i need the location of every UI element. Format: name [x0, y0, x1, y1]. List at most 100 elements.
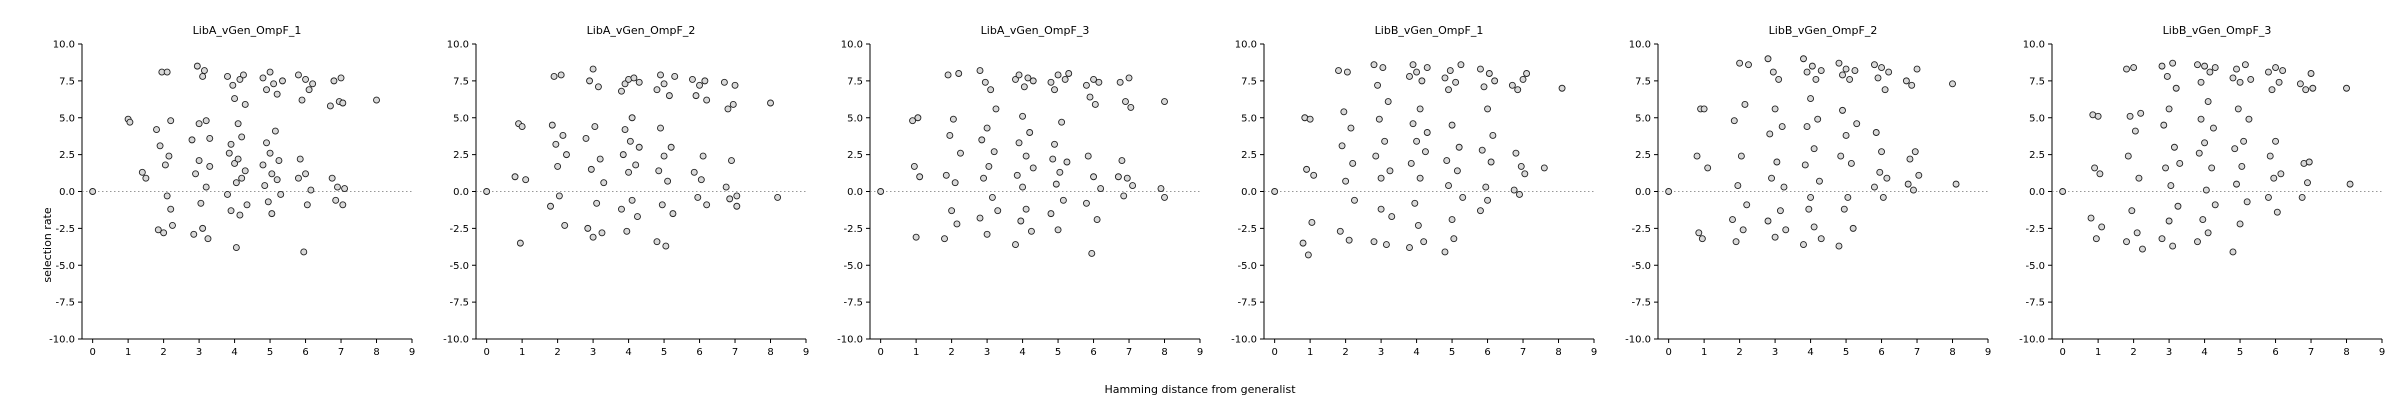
- data-point: [2298, 193, 2306, 201]
- data-point: [1083, 81, 1090, 89]
- data-point: [1730, 117, 1738, 125]
- x-tick-label: 7: [1520, 347, 1526, 358]
- data-point: [2059, 188, 2067, 195]
- data-point: [1839, 106, 1846, 114]
- data-point: [1871, 183, 1878, 191]
- x-tick-label: 5: [1055, 347, 1061, 358]
- data-point: [2087, 214, 2095, 222]
- data-point: [2092, 235, 2100, 243]
- data-point: [628, 114, 636, 122]
- x-tick-label: 8: [2343, 347, 2349, 358]
- data-point: [2208, 164, 2216, 172]
- data-point: [1051, 140, 1058, 148]
- data-point: [1123, 174, 1131, 182]
- data-point: [1304, 251, 1312, 259]
- data-point: [2233, 65, 2240, 73]
- data-point: [1409, 120, 1417, 128]
- data-point: [1336, 227, 1344, 235]
- data-point: [697, 176, 705, 184]
- figure-xlabel: Hamming distance from generalist: [1104, 383, 1296, 396]
- y-tick-label: 5.0: [847, 113, 863, 124]
- data-point: [2279, 67, 2287, 75]
- x-tick-label: 1: [2095, 347, 2101, 358]
- data-point: [1418, 77, 1426, 85]
- y-tick-label: -7.5: [449, 298, 469, 309]
- x-tick-label: 8: [767, 347, 773, 358]
- x-tick-label: 8: [1161, 347, 1167, 358]
- data-point: [1840, 205, 1848, 213]
- x-tick-label: 3: [1772, 347, 1778, 358]
- x-tick-label: 3: [2166, 347, 2172, 358]
- data-point: [1773, 158, 1781, 166]
- data-point: [690, 168, 698, 176]
- data-point: [1807, 95, 1815, 103]
- y-tick-label: -2.5: [843, 224, 863, 235]
- data-point: [2158, 235, 2166, 243]
- panel-1: LibA_vGen_OmpF_1 -10.0 -7.5 -5.0 -2.5 0.0 2.5 5…: [49, 24, 415, 358]
- data-point: [985, 162, 993, 170]
- data-point: [634, 213, 641, 221]
- data-point: [227, 140, 235, 148]
- data-point: [204, 235, 212, 243]
- data-point: [1835, 242, 1843, 250]
- data-point: [2229, 248, 2237, 256]
- data-point: [190, 230, 198, 238]
- data-point: [2272, 64, 2279, 72]
- data-point: [259, 161, 267, 169]
- data-point: [1422, 148, 1429, 156]
- y-tick-label: -2.5: [1631, 224, 1651, 235]
- data-point: [1780, 183, 1788, 191]
- data-point: [1847, 160, 1855, 167]
- data-point: [1807, 193, 1815, 201]
- data-point: [559, 131, 567, 139]
- data-point: [944, 71, 952, 79]
- data-point: [224, 72, 231, 80]
- data-point: [1769, 68, 1777, 76]
- panel-title: LibB_vGen_OmpF_2: [1769, 24, 1878, 37]
- y-tick-label: 7.5: [1241, 76, 1257, 87]
- data-point: [277, 190, 285, 198]
- data-point: [657, 71, 664, 79]
- data-point: [1409, 61, 1417, 69]
- data-point: [1377, 174, 1385, 182]
- x-tick-label: 1: [1701, 347, 1707, 358]
- data-point: [199, 224, 207, 232]
- x-tick-label: 7: [338, 347, 344, 358]
- data-point: [1482, 183, 1490, 191]
- x-tick-label: 0: [877, 347, 883, 358]
- x-tick-label: 0: [1271, 347, 1277, 358]
- data-point: [264, 198, 272, 206]
- data-point: [589, 233, 597, 241]
- data-point: [1423, 129, 1431, 136]
- data-point: [1700, 105, 1708, 113]
- data-point: [1416, 105, 1424, 113]
- x-tick-label: 6: [696, 347, 702, 358]
- data-point: [1059, 196, 1067, 204]
- data-point: [1450, 235, 1458, 243]
- y-tick-label: 2.5: [847, 150, 863, 161]
- data-point: [232, 179, 240, 187]
- data-point: [522, 176, 530, 184]
- data-point: [2162, 164, 2169, 172]
- data-point: [1090, 75, 1097, 83]
- data-point: [1459, 193, 1467, 201]
- panel-title: LibA_vGen_OmpF_2: [587, 24, 696, 37]
- data-point: [1345, 236, 1353, 244]
- data-point: [618, 205, 625, 213]
- y-tick-label: 5.0: [1241, 113, 1257, 124]
- data-point: [1906, 155, 1914, 163]
- data-point: [1381, 137, 1389, 145]
- data-point: [1800, 241, 1807, 249]
- data-point: [1445, 182, 1452, 190]
- data-point: [731, 81, 739, 89]
- data-point: [193, 62, 201, 70]
- data-point: [2204, 98, 2212, 105]
- data-point: [1477, 65, 1484, 73]
- data-point: [1808, 62, 1816, 70]
- x-tick-label: 3: [196, 347, 202, 358]
- data-point: [1161, 193, 1168, 201]
- data-point: [295, 71, 302, 79]
- data-point: [1842, 65, 1850, 73]
- data-point: [161, 161, 169, 169]
- data-point: [1878, 64, 1885, 72]
